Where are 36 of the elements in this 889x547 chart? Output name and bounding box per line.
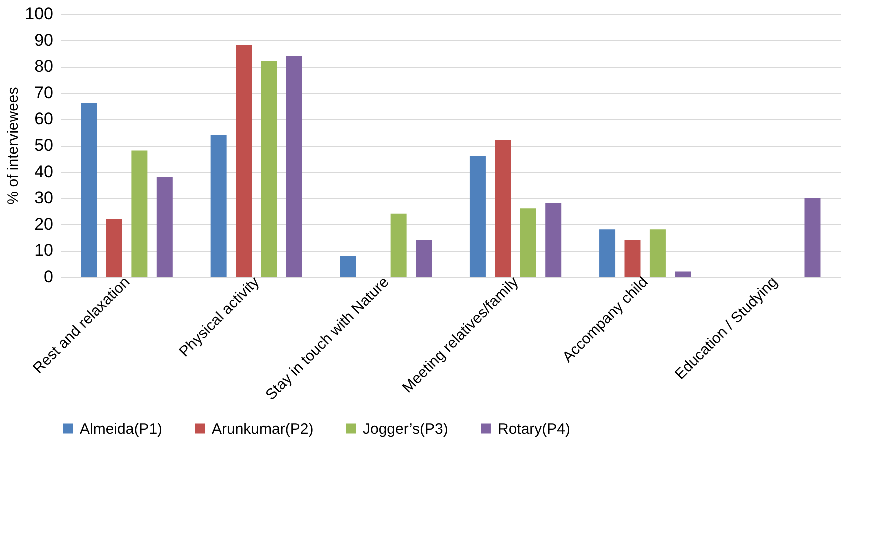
y-tick-label: 10 [34,241,54,260]
bar [650,230,666,277]
y-tick-label: 30 [34,188,54,208]
bar [495,140,512,277]
legend-label: Arunkumar(P2) [212,420,314,438]
legend-label: Jogger’s(P3) [363,420,448,438]
legend-label: Almeida(P1) [80,420,163,438]
y-tick-label: 40 [34,162,54,182]
bar [340,256,356,277]
y-tick-label: 20 [34,214,54,234]
bar [520,208,536,277]
y-tick-label: 0 [44,268,54,286]
bar [804,198,821,277]
bar [156,177,173,277]
y-tick-label: 70 [34,83,54,102]
y-tick-label: 80 [34,57,54,76]
bar [286,56,302,277]
bar [132,150,148,277]
bar [261,61,278,277]
bar [624,240,641,277]
y-tick-label: 50 [34,136,54,155]
y-tick-label: 60 [34,110,54,129]
bar [546,203,562,277]
y-tick-label: 100 [25,4,54,24]
bar [210,134,227,277]
bar [470,156,486,277]
bar [600,230,616,277]
bar [236,46,252,277]
bar [416,240,432,277]
bar [81,103,98,277]
y-tick-label: 90 [34,30,54,50]
legend-label: Rotary(P4) [498,420,571,438]
bar [675,272,692,277]
bar [390,214,407,277]
y-axis-title: % of interviewees [5,87,22,205]
bar [106,219,122,277]
